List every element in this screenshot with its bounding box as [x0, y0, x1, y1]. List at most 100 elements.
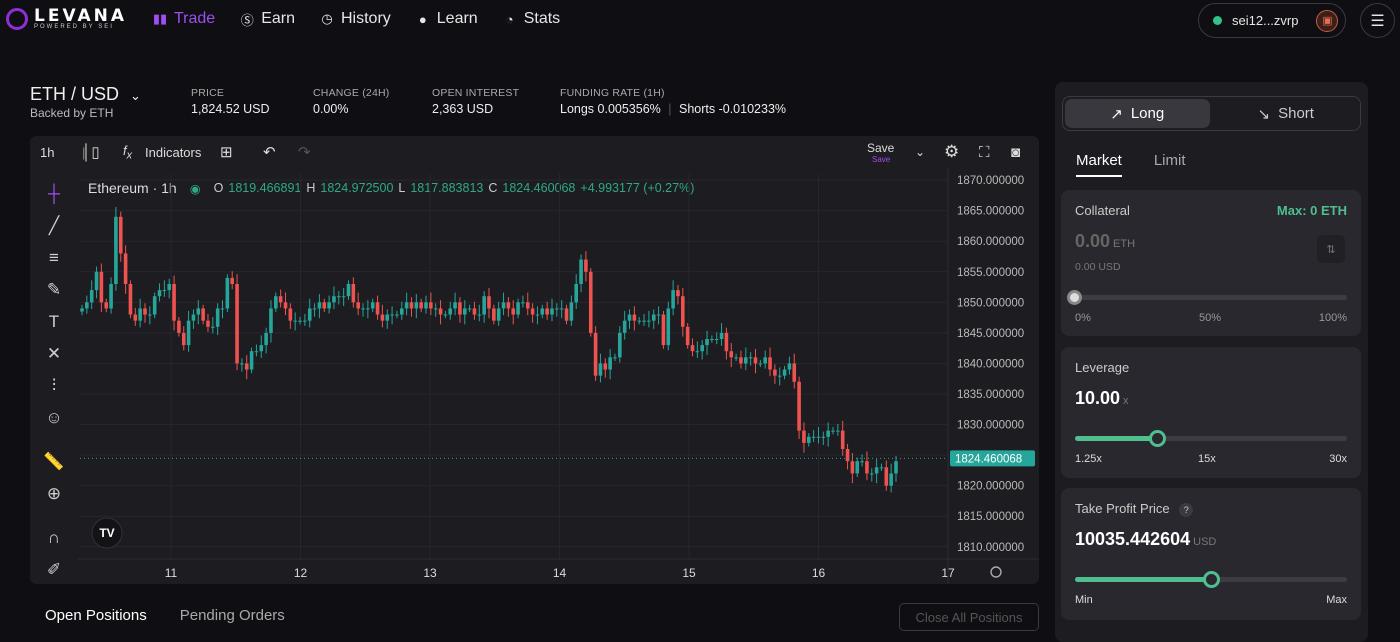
redo-icon[interactable]: ↷ [298, 144, 311, 161]
tab-limit[interactable]: Limit [1153, 152, 1186, 169]
candle-body [424, 302, 428, 309]
candle-body [148, 314, 152, 316]
axis-settings-icon [990, 566, 1002, 578]
leverage-slider[interactable] [1075, 430, 1347, 447]
candle-body [545, 308, 549, 315]
zoom-in-icon[interactable]: ⊕ [46, 484, 62, 503]
trend-up-icon: ↗ [1110, 105, 1123, 123]
swap-units-icon[interactable]: ⇅ [1317, 235, 1345, 263]
hamburger-menu-button[interactable]: ☰ [1360, 3, 1395, 38]
brush-icon[interactable]: ✎ [46, 280, 62, 299]
wallet-button[interactable]: sei12...zvrp ▣ [1198, 3, 1346, 38]
candle-body [186, 320, 191, 346]
candle-body [710, 339, 714, 340]
candle-body [598, 363, 603, 376]
candle-body [327, 302, 331, 309]
close-value: 1824.460068 [502, 181, 576, 195]
candle-body [128, 284, 133, 315]
slider-knob[interactable] [1067, 290, 1082, 305]
candle-body [671, 290, 675, 309]
take-profit-unit: USD [1193, 536, 1217, 548]
candle-body [390, 314, 394, 316]
chevron-down-icon[interactable]: ⌄ [915, 145, 926, 159]
x-tick-label: 12 [294, 566, 308, 580]
short-button[interactable]: ↘ Short [1214, 99, 1359, 128]
nav-history[interactable]: ◷ History [319, 10, 390, 28]
candle-body [884, 467, 889, 486]
tab-open-positions[interactable]: Open Positions [45, 607, 147, 624]
trendline-icon[interactable]: ╱ [48, 216, 60, 235]
slider-knob[interactable] [1203, 571, 1220, 588]
last-price-label: 1824.460068 [955, 453, 1022, 465]
layout-grid-icon[interactable]: ⊞ [220, 144, 233, 161]
candle-body [850, 461, 855, 474]
collateral-input[interactable]: 0.00 ETH [1075, 231, 1135, 252]
tab-pending-orders[interactable]: Pending Orders [179, 607, 285, 624]
price-chart[interactable]: 1h | │▯ fx Indicators ⊞ ↶ ↷ Save Save ⌄ … [30, 136, 1039, 584]
candle-body [647, 320, 651, 322]
take-profit-input[interactable]: 10035.442604 USD [1075, 529, 1216, 550]
text-icon[interactable]: T [48, 312, 60, 331]
fib-icon[interactable]: ⫶ [51, 376, 57, 395]
candle-body [836, 430, 840, 432]
candle-body [196, 308, 201, 315]
brand-logo[interactable]: LEVANA POWERED BY SEI [6, 8, 127, 30]
candle-body [157, 290, 162, 297]
stat-label: OPEN INTEREST [432, 87, 520, 99]
interval-button[interactable]: 1h [40, 144, 55, 160]
y-tick-label: 1865.000000 [957, 206, 1024, 218]
nav-stats[interactable]: ◔ Stats [502, 10, 560, 28]
long-button[interactable]: ↗ Long [1065, 99, 1210, 128]
close-all-positions-button[interactable]: Close All Positions [899, 603, 1039, 631]
take-profit-slider[interactable] [1075, 571, 1347, 588]
candle-body [206, 320, 210, 327]
candle-body [385, 314, 390, 321]
fullscreen-icon[interactable]: ⛶ [979, 143, 990, 161]
candle-body [109, 284, 113, 309]
candle-body [487, 296, 491, 309]
collateral-slider[interactable] [1067, 290, 1347, 305]
x-tick-label: 13 [423, 566, 437, 580]
undo-icon[interactable]: ↶ [263, 144, 276, 161]
nav-learn[interactable]: ● Learn [415, 10, 478, 28]
camera-icon[interactable]: ◙ [1011, 143, 1021, 161]
candle-type-icon[interactable]: │▯ [82, 144, 100, 161]
pattern-icon[interactable]: ✕ [46, 344, 62, 363]
candle-body [588, 271, 593, 333]
slider-tick: Min [1075, 594, 1093, 606]
tab-market[interactable]: Market [1076, 152, 1122, 177]
help-icon[interactable]: ? [1179, 503, 1194, 517]
nav-earn[interactable]: Ⓢ Earn [239, 10, 295, 28]
magnet-icon[interactable]: ∩ [47, 528, 61, 547]
candle-body [521, 302, 525, 304]
gear-icon[interactable]: ⚙ [944, 142, 960, 161]
horizontal-lines-icon[interactable]: ≡ [49, 248, 59, 267]
high-value: 1824.972500 [320, 181, 394, 195]
lock-pencil-icon[interactable]: ✐ [46, 560, 62, 579]
nav-trade[interactable]: ▮▮ Trade [152, 10, 215, 28]
fx-icon[interactable]: fx [123, 142, 133, 162]
slider-knob[interactable] [1148, 430, 1166, 447]
collateral-max[interactable]: Max: 0 ETH [1276, 203, 1347, 218]
y-tick-label: 1810.000000 [957, 542, 1024, 554]
emoji-icon[interactable]: ☺ [45, 408, 63, 427]
indicators-button[interactable]: Indicators [145, 144, 202, 160]
h-label: H [306, 181, 316, 195]
pair-label: ETH / USD [30, 84, 120, 104]
leverage-input[interactable]: 10.00 x [1075, 388, 1129, 409]
candle-body [230, 277, 235, 284]
candle-body [860, 461, 864, 463]
save-button[interactable]: Save [867, 141, 895, 155]
funding-longs: Longs 0.005356% [560, 102, 661, 116]
candle-body [840, 430, 845, 449]
candle-body [729, 351, 734, 358]
ruler-icon[interactable]: 📏 [43, 452, 65, 471]
candlestick-plot[interactable]: 1870.000000 1865.000000 1860.000000 1855.00… [30, 136, 1039, 584]
candle-body [555, 308, 559, 310]
crosshair-icon[interactable]: ┼ [47, 184, 61, 203]
candle-body [879, 467, 884, 469]
slider-tick: 0% [1075, 312, 1091, 324]
candle-body [356, 302, 360, 309]
market-selector[interactable]: ETH / USD ⌄ Backed by ETH [30, 84, 141, 120]
candle-body [821, 436, 826, 438]
